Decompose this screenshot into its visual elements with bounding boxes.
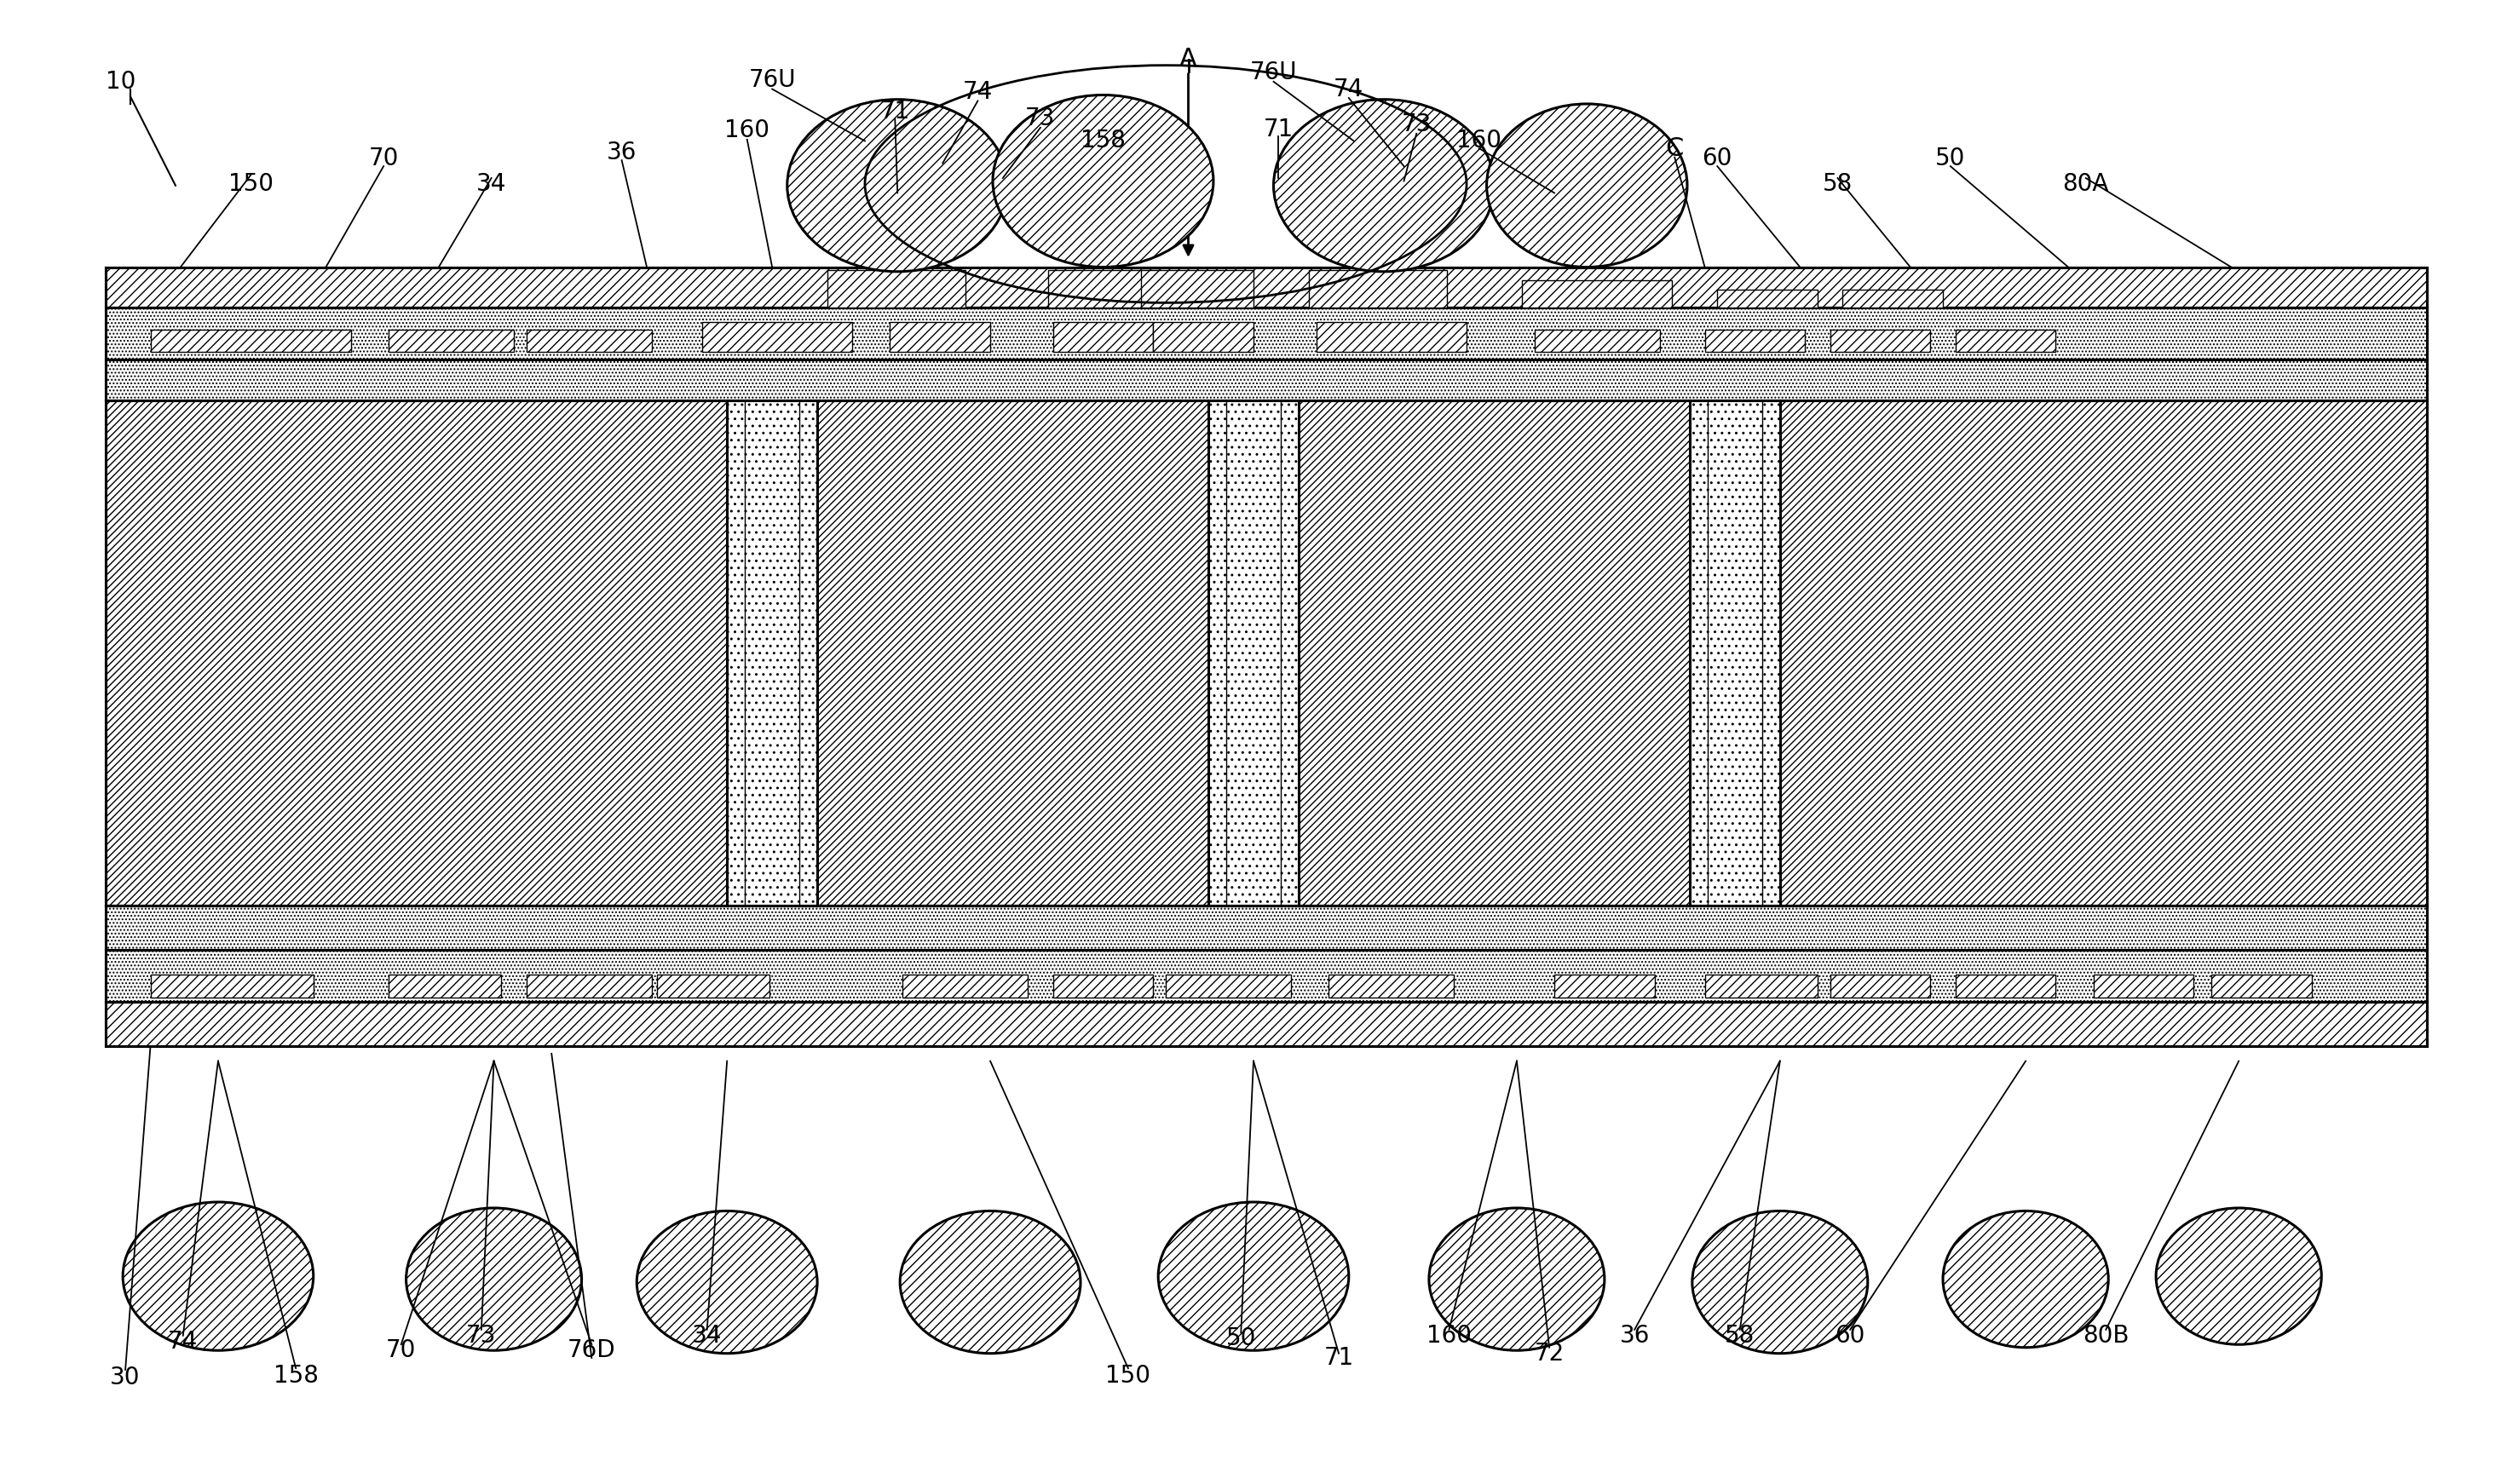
Text: 73: 73 — [1025, 107, 1055, 131]
Text: 158: 158 — [1081, 129, 1126, 153]
Text: 80B: 80B — [2083, 1324, 2128, 1347]
Ellipse shape — [993, 95, 1213, 267]
Bar — [1166, 975, 1291, 997]
Bar — [1955, 975, 2056, 997]
Bar — [1717, 289, 1818, 307]
Text: 70: 70 — [386, 1339, 416, 1362]
Text: 160: 160 — [1457, 129, 1502, 153]
Text: 71: 71 — [1324, 1346, 1354, 1370]
Text: 70: 70 — [369, 147, 399, 171]
Text: 36: 36 — [607, 141, 637, 165]
Text: 74: 74 — [168, 1330, 198, 1353]
Bar — [105, 401, 2427, 905]
Bar — [657, 975, 770, 997]
Text: 160: 160 — [725, 119, 770, 142]
Bar — [389, 975, 501, 997]
Text: 150: 150 — [228, 172, 273, 196]
Ellipse shape — [1274, 99, 1494, 272]
Ellipse shape — [1158, 1202, 1349, 1350]
Text: 74: 74 — [1334, 77, 1364, 101]
Text: 74: 74 — [963, 80, 993, 104]
Bar — [105, 1002, 2427, 1046]
Bar — [1830, 329, 1930, 352]
Bar — [1522, 280, 1672, 307]
Text: 80A: 80A — [2063, 172, 2108, 196]
Bar — [1053, 322, 1153, 352]
Bar — [727, 401, 817, 905]
Text: 72: 72 — [1534, 1342, 1564, 1365]
Bar — [903, 975, 1028, 997]
Bar — [890, 322, 990, 352]
Bar — [1309, 270, 1447, 307]
Bar — [1702, 401, 1767, 905]
Text: 76U: 76U — [750, 68, 795, 92]
Text: 160: 160 — [1426, 1324, 1472, 1347]
Bar — [105, 359, 2427, 401]
Bar — [105, 950, 2427, 1002]
Bar — [105, 267, 2427, 307]
Bar — [1329, 975, 1454, 997]
Bar — [2211, 975, 2311, 997]
Bar — [1316, 322, 1467, 352]
Text: 150: 150 — [1106, 1364, 1151, 1388]
Text: 58: 58 — [1725, 1324, 1755, 1347]
Text: 58: 58 — [1823, 172, 1853, 196]
Bar — [1705, 975, 1818, 997]
Text: 60: 60 — [1835, 1324, 1865, 1347]
Text: A: A — [1178, 47, 1198, 71]
Bar — [526, 329, 652, 352]
Bar — [2093, 975, 2194, 997]
Ellipse shape — [1429, 1208, 1604, 1350]
Bar — [1534, 329, 1660, 352]
Text: 50: 50 — [1935, 147, 1965, 171]
Bar — [1843, 289, 1943, 307]
Text: 76D: 76D — [567, 1339, 617, 1362]
Bar — [740, 401, 805, 905]
Bar — [1208, 401, 1299, 905]
Bar — [105, 905, 2427, 950]
Bar — [1048, 270, 1161, 307]
Bar — [1690, 401, 1780, 905]
Bar — [1053, 975, 1153, 997]
Bar — [1153, 322, 1254, 352]
Ellipse shape — [1943, 1211, 2108, 1347]
Ellipse shape — [406, 1208, 582, 1350]
Ellipse shape — [637, 1211, 817, 1353]
Ellipse shape — [123, 1202, 313, 1350]
Bar — [105, 307, 2427, 359]
Text: 60: 60 — [1702, 147, 1732, 171]
Text: 36: 36 — [1620, 1324, 1650, 1347]
Ellipse shape — [2156, 1208, 2321, 1345]
Text: 30: 30 — [110, 1365, 140, 1389]
Bar — [1221, 401, 1286, 905]
Bar — [1554, 975, 1655, 997]
Text: 34: 34 — [476, 172, 506, 196]
Text: 158: 158 — [273, 1364, 318, 1388]
Bar — [1830, 975, 1930, 997]
Text: 73: 73 — [466, 1324, 496, 1347]
Text: 71: 71 — [880, 99, 910, 123]
Ellipse shape — [900, 1211, 1081, 1353]
Text: 71: 71 — [1264, 117, 1294, 141]
Bar — [526, 975, 652, 997]
Bar — [1705, 329, 1805, 352]
Bar — [702, 322, 852, 352]
Bar — [389, 329, 514, 352]
Ellipse shape — [1692, 1211, 1868, 1353]
Text: 73: 73 — [1401, 113, 1431, 137]
Bar — [150, 975, 313, 997]
Text: 10: 10 — [105, 70, 135, 93]
Ellipse shape — [1487, 104, 1687, 267]
Text: 76U: 76U — [1251, 61, 1296, 85]
Bar — [1955, 329, 2056, 352]
Ellipse shape — [787, 99, 1008, 272]
Text: 50: 50 — [1226, 1327, 1256, 1350]
Text: C: C — [1665, 137, 1685, 160]
Text: 34: 34 — [692, 1324, 722, 1347]
Bar — [1141, 270, 1254, 307]
Bar — [150, 329, 351, 352]
Bar — [827, 270, 965, 307]
